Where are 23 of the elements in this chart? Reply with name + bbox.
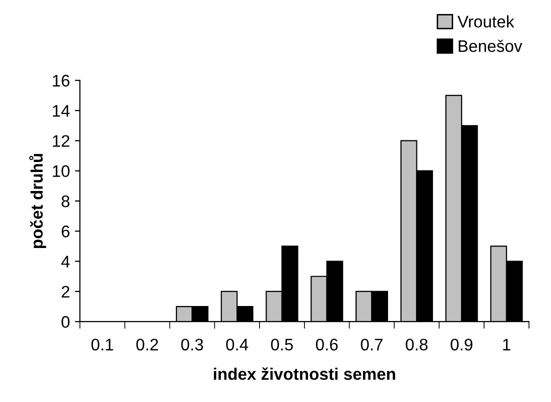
y-tick-label: 8: [62, 195, 70, 208]
x-tick-label: 0.5: [271, 338, 293, 351]
x-tick-label: 1: [503, 338, 510, 350]
y-tick-label: 14: [52, 105, 70, 117]
y-tick-label: 4: [61, 256, 70, 268]
x-tick-label: 0.1: [91, 338, 114, 351]
y-tick-label: 2: [62, 286, 70, 298]
x-tick-label: 0.7: [360, 338, 383, 351]
x-tick-label: 0.2: [136, 338, 158, 351]
legend-label: Vroutek: [458, 15, 514, 28]
x-tick-label: 0.8: [406, 338, 428, 351]
x-tick-label: 0.3: [181, 338, 204, 351]
y-tick-label: 12: [52, 135, 70, 147]
y-tick-label: 10: [52, 165, 70, 178]
x-axis-title: index životnosti semen: [214, 367, 396, 380]
legend-label: Benešov: [458, 40, 522, 52]
x-tick-label: 0.4: [226, 338, 248, 351]
y-tick-label: 16: [52, 74, 70, 87]
y-axis-title: počet druhů: [29, 154, 46, 248]
y-tick-label: 0: [62, 316, 70, 328]
y-tick-label: 6: [62, 226, 70, 238]
x-tick-label: 0.9: [450, 338, 472, 351]
x-tick-label: 0.6: [316, 338, 338, 351]
